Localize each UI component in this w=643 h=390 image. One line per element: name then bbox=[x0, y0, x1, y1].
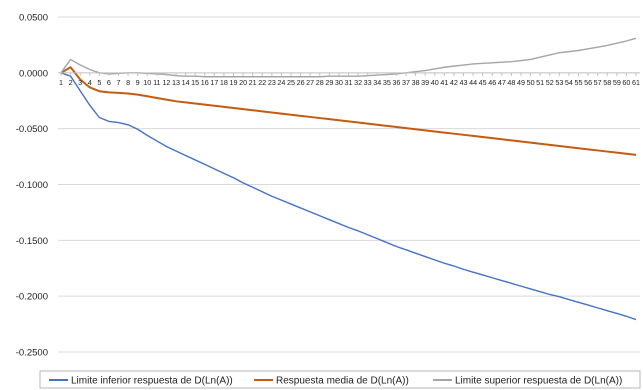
x-tick-label: 57 bbox=[594, 78, 602, 87]
x-tick-label: 46 bbox=[488, 78, 496, 87]
x-tick-label: 14 bbox=[182, 78, 190, 87]
x-tick-label: 45 bbox=[479, 78, 487, 87]
x-tick-label: 9 bbox=[136, 78, 140, 87]
legend-box bbox=[39, 370, 641, 389]
y-axis-tick-labels: 0.0500 0.0000 -0.0500 -0.1000 -0.1500 -0.2000… bbox=[16, 13, 48, 359]
x-tick-label: 2 bbox=[69, 78, 73, 87]
x-tick-label: 40 bbox=[431, 78, 439, 87]
y-tick-label: 0.0500 bbox=[19, 13, 48, 24]
legend-label: Limite superior respuesta de D(Ln(A)) bbox=[455, 376, 622, 387]
x-tick-label: 30 bbox=[335, 78, 343, 87]
x-tick-label: 5 bbox=[97, 78, 101, 87]
x-tick-label: 13 bbox=[172, 78, 180, 87]
x-tick-label: 21 bbox=[249, 78, 257, 87]
y-tick-label: -0.2500 bbox=[16, 348, 48, 359]
y-tick-label: 0.0000 bbox=[19, 68, 48, 79]
legend: Limite inferior respuesta de D(Ln(A)) Res… bbox=[39, 370, 641, 389]
series-line bbox=[60, 37, 637, 78]
x-tick-label: 60 bbox=[622, 78, 630, 87]
x-tick-label: 10 bbox=[143, 78, 151, 87]
x-tick-label: 49 bbox=[517, 78, 525, 87]
x-tick-label: 48 bbox=[507, 78, 515, 87]
x-tick-label: 4 bbox=[88, 78, 92, 87]
x-tick-label: 18 bbox=[220, 78, 228, 87]
x-tick-label: 53 bbox=[555, 78, 563, 87]
x-tick-label: 58 bbox=[603, 78, 611, 87]
x-tick-label: 3 bbox=[78, 78, 82, 87]
x-tick-label: 24 bbox=[277, 78, 285, 87]
x-tick-label: 26 bbox=[297, 78, 305, 87]
x-tick-label: 8 bbox=[126, 78, 130, 87]
x-tick-label: 35 bbox=[383, 78, 391, 87]
x-tick-label: 22 bbox=[258, 78, 266, 87]
x-tick-label: 36 bbox=[392, 78, 400, 87]
y-tick-label: -0.2000 bbox=[16, 292, 48, 303]
x-tick-label: 29 bbox=[325, 78, 333, 87]
x-tick-label: 44 bbox=[469, 78, 477, 87]
x-tick-label: 12 bbox=[162, 78, 170, 87]
x-tick-label: 19 bbox=[230, 78, 238, 87]
x-tick-label: 39 bbox=[421, 78, 429, 87]
x-tick-label: 43 bbox=[460, 78, 468, 87]
x-tick-label: 50 bbox=[527, 78, 535, 87]
series-line bbox=[60, 72, 637, 321]
x-tick-label: 28 bbox=[316, 78, 324, 87]
x-tick-label: 20 bbox=[239, 78, 247, 87]
x-tick-label: 54 bbox=[565, 78, 573, 87]
x-tick-label: 33 bbox=[364, 78, 372, 87]
x-tick-label: 61 bbox=[632, 78, 640, 87]
x-tick-label: 6 bbox=[107, 78, 111, 87]
x-tick-label: 51 bbox=[536, 78, 544, 87]
x-tick-label: 55 bbox=[575, 78, 583, 87]
x-tick-label: 7 bbox=[117, 78, 121, 87]
legend-label: Respuesta media de D(Ln(A)) bbox=[276, 376, 409, 387]
y-tick-label: -0.0500 bbox=[16, 124, 48, 135]
x-tick-label: 31 bbox=[345, 78, 353, 87]
x-tick-label: 27 bbox=[306, 78, 314, 87]
x-tick-label: 59 bbox=[613, 78, 621, 87]
x-tick-label: 32 bbox=[354, 78, 362, 87]
legend-label: Limite inferior respuesta de D(Ln(A)) bbox=[71, 376, 233, 387]
grid-lines bbox=[58, 16, 640, 353]
x-tick-label: 52 bbox=[546, 78, 554, 87]
x-tick-label: 47 bbox=[498, 78, 506, 87]
x-tick-label: 34 bbox=[373, 78, 381, 87]
series-line bbox=[60, 66, 637, 156]
x-tick-label: 38 bbox=[412, 78, 420, 87]
x-tick-label: 23 bbox=[268, 78, 276, 87]
x-tick-label: 25 bbox=[287, 78, 295, 87]
x-tick-label: 42 bbox=[450, 78, 458, 87]
x-axis: 1 2 3 4 5 6 7 8 9 10 11 12 13 14 15 16 17 18 19 20 21 22 23 24 2… bbox=[58, 72, 640, 87]
y-tick-label: -0.1000 bbox=[16, 180, 48, 191]
x-tick-label: 37 bbox=[402, 78, 410, 87]
x-tick-label: 41 bbox=[440, 78, 448, 87]
y-tick-label: -0.1500 bbox=[16, 236, 48, 247]
x-tick-label: 15 bbox=[191, 78, 199, 87]
x-tick-label: 11 bbox=[153, 78, 160, 87]
x-tick-label: 16 bbox=[201, 78, 209, 87]
x-tick-label: 1 bbox=[59, 78, 63, 87]
x-tick-label: 17 bbox=[210, 78, 218, 87]
x-tick-label: 56 bbox=[584, 78, 592, 87]
